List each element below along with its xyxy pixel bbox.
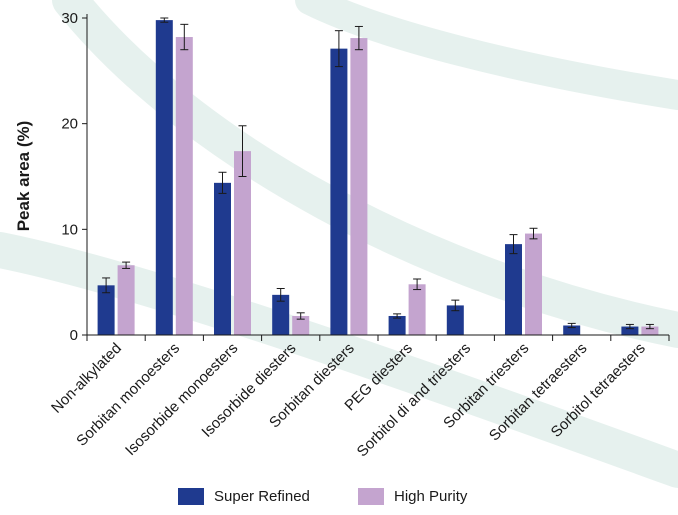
bar <box>621 326 639 335</box>
x-category-label: Sorbitan monoesters <box>73 340 183 450</box>
legend-swatch-super-refined <box>178 488 204 505</box>
y-tick-label: 20 <box>61 116 78 133</box>
bar <box>330 48 348 335</box>
y-tick-label: 30 <box>61 10 78 27</box>
background-wave <box>0 232 678 488</box>
legend-item-series-1: Super Refined <box>178 488 310 505</box>
legend: Super Refined High Purity <box>0 488 678 512</box>
x-category-label: Isosorbide monoesters <box>122 340 241 459</box>
y-tick-label: 0 <box>70 327 78 344</box>
bar <box>97 285 115 335</box>
bar <box>446 305 464 335</box>
background-wave <box>52 0 678 348</box>
bar <box>350 38 368 336</box>
background-wave <box>295 0 678 110</box>
bar <box>175 37 193 336</box>
legend-label-super-refined: Super Refined <box>214 488 310 505</box>
legend-item-series-2: High Purity <box>358 488 467 505</box>
bar <box>117 265 135 335</box>
bar <box>388 315 406 335</box>
bar <box>272 294 290 335</box>
y-tick-label: 10 <box>61 221 78 238</box>
bar <box>292 315 310 335</box>
legend-swatch-high-purity <box>358 488 384 505</box>
bar <box>408 284 426 335</box>
bar <box>214 182 231 335</box>
bar <box>641 326 659 335</box>
background-swirl <box>0 0 678 488</box>
bars-layer <box>97 17 659 336</box>
bar <box>155 20 173 335</box>
bar <box>505 244 522 335</box>
bar <box>563 325 581 335</box>
bar <box>234 151 251 335</box>
bar <box>525 233 542 335</box>
legend-label-high-purity: High Purity <box>394 488 468 505</box>
y-axis-title: Peak area (%) <box>14 121 33 232</box>
